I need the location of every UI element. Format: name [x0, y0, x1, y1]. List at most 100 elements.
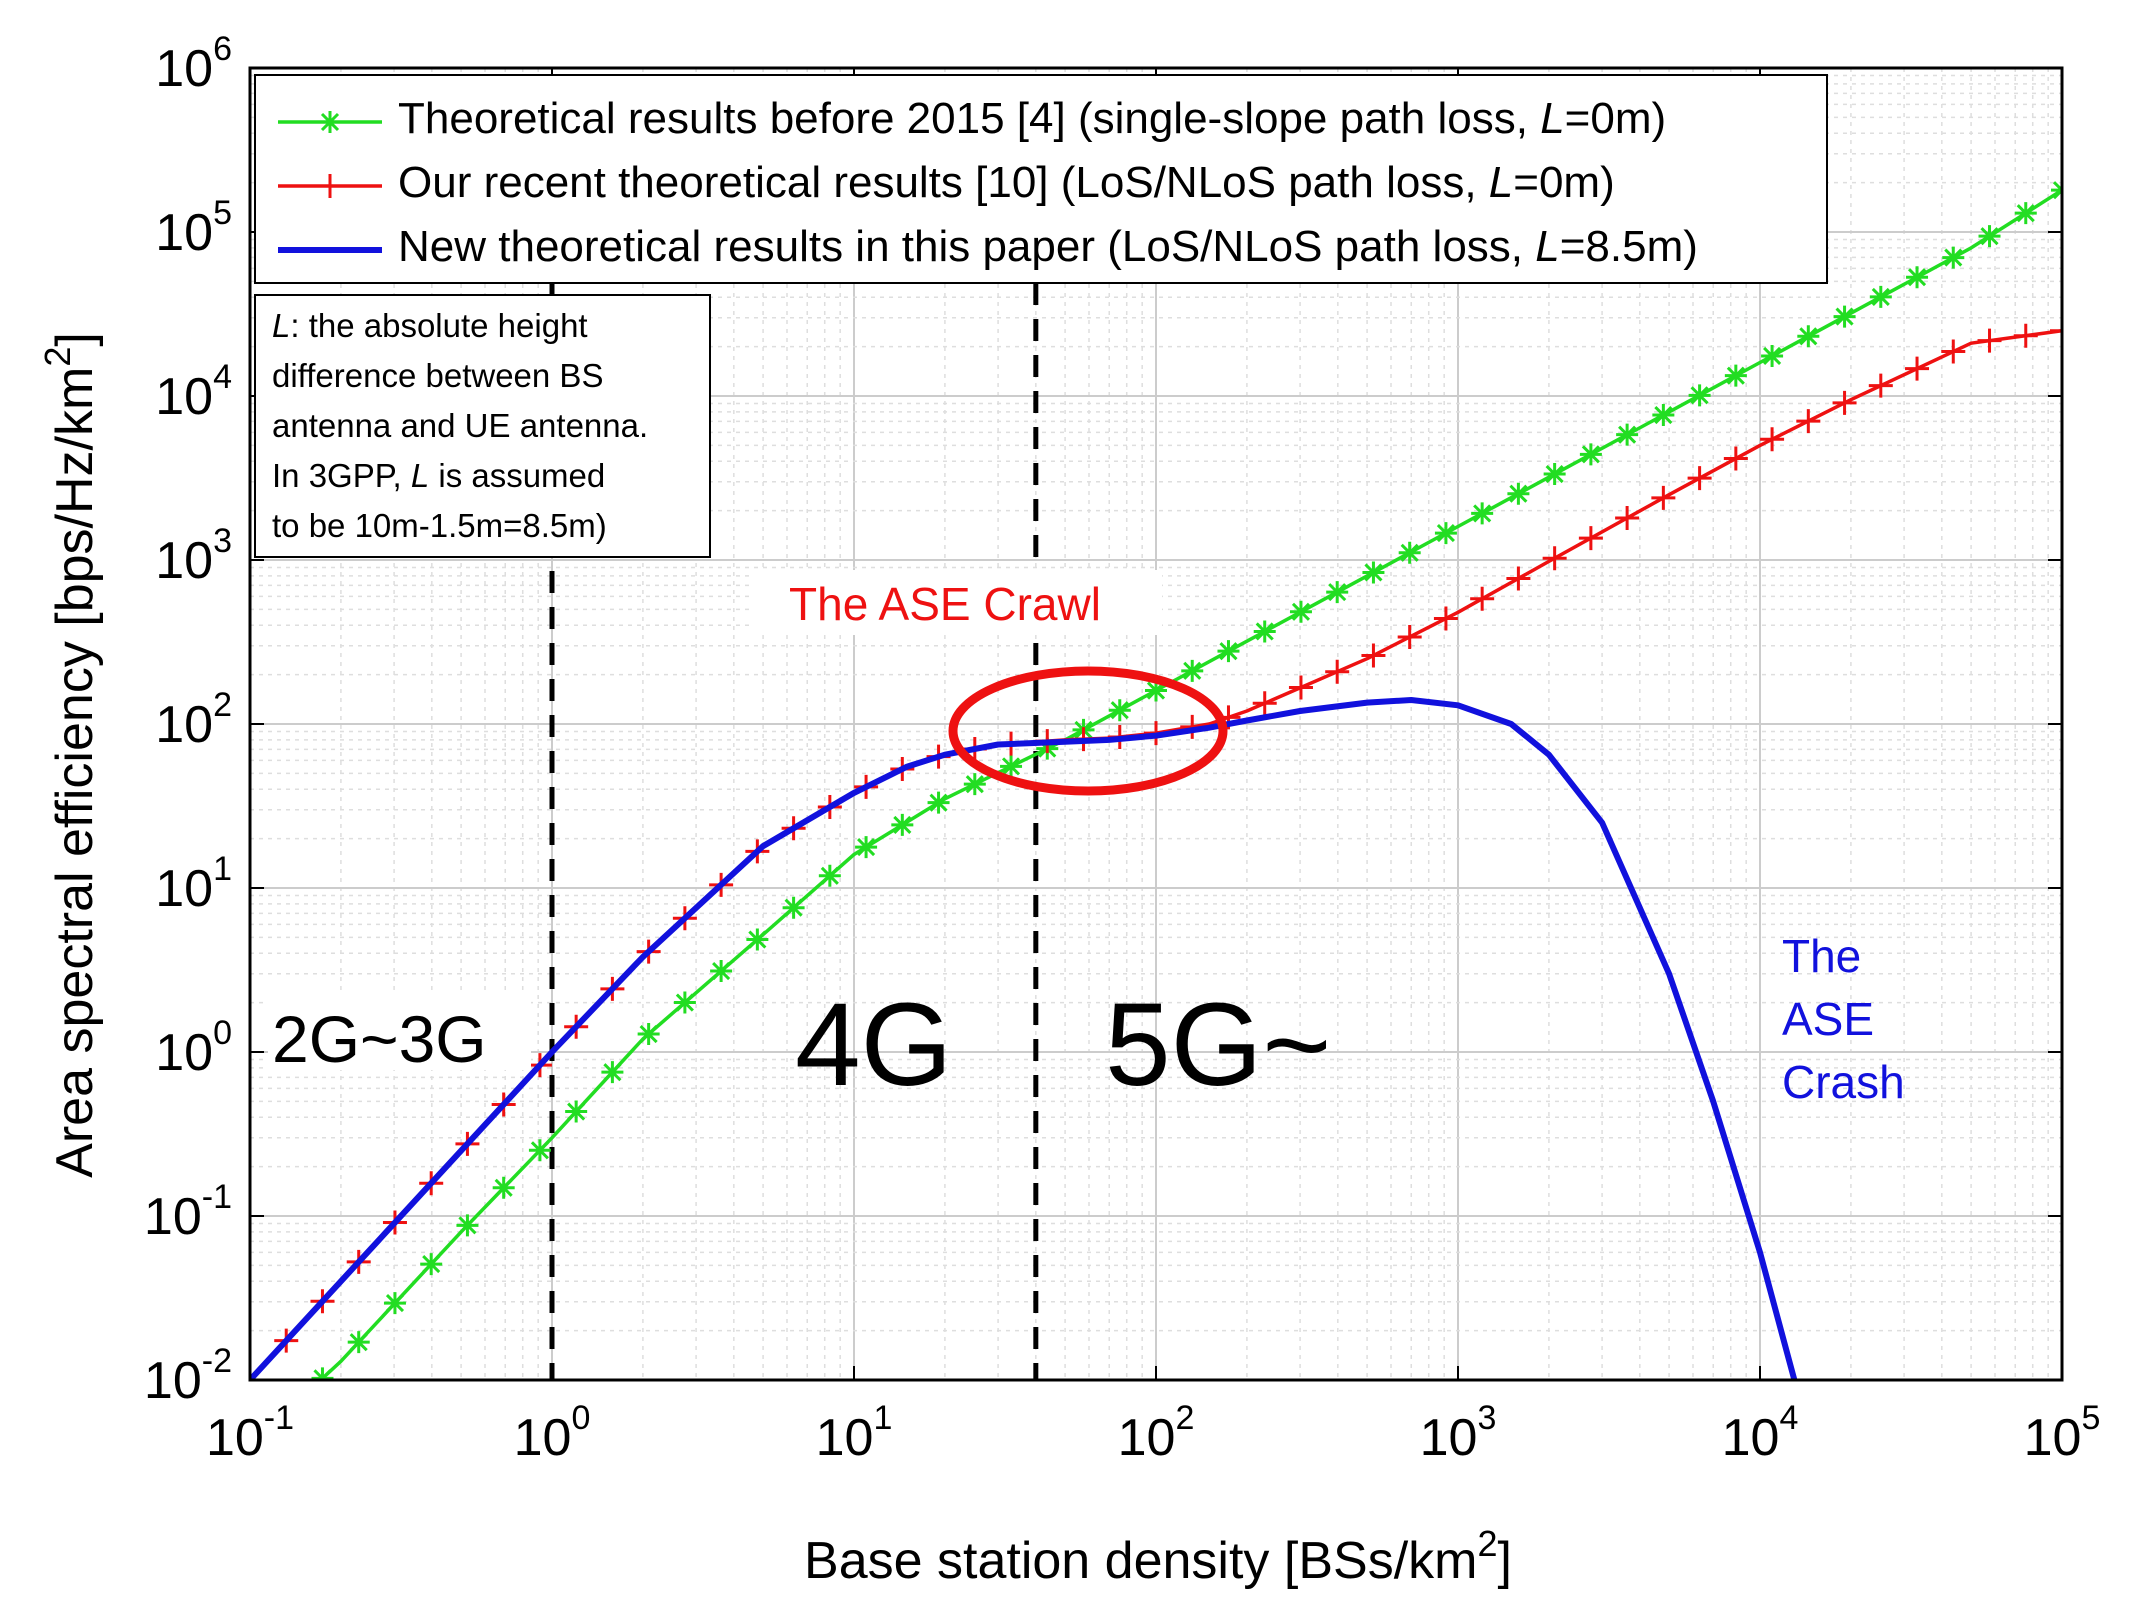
note-frame	[254, 294, 711, 558]
series-1-marker	[1797, 325, 1820, 348]
series-1-marker	[710, 960, 733, 983]
series-1-marker	[1833, 305, 1856, 328]
series-2-marker	[2013, 323, 2038, 348]
y-tick-label: 10-1	[144, 1178, 232, 1246]
note-line-4-italic: L	[411, 457, 429, 494]
ase-crash-label-line-2: ASE	[1782, 993, 1874, 1045]
y-tick-label: 101	[155, 850, 232, 918]
y-tick-exp: 2	[213, 686, 232, 724]
ase-crash-label-line-1: The	[1782, 930, 1861, 982]
series-1-marker	[420, 1253, 443, 1276]
x-tick-exp: 3	[1477, 1399, 1496, 1437]
x-tick-exp: 4	[1779, 1399, 1798, 1437]
series-1-marker	[782, 896, 805, 919]
x-tick-label: 100	[514, 1399, 591, 1467]
series-2-marker	[1288, 675, 1313, 700]
series-2-marker	[1723, 446, 1748, 471]
y-tick-exp: 1	[213, 850, 232, 888]
x-tick-label: 103	[1420, 1399, 1497, 1467]
series-1-marker	[383, 1292, 406, 1315]
series-2-marker	[1651, 485, 1676, 510]
note-line-1: L: the absolute height	[272, 307, 588, 344]
series-1-marker	[565, 1100, 588, 1123]
series-2-marker	[1977, 328, 2002, 353]
series-1-marker	[601, 1061, 624, 1084]
series-1-marker	[1362, 561, 1385, 584]
crawl-label-background	[752, 570, 1162, 635]
series-2-marker	[1506, 566, 1531, 591]
series-1-marker	[1326, 581, 1349, 604]
series-1-marker	[1942, 246, 1965, 269]
series-2-marker	[1542, 546, 1567, 571]
series-2-marker	[1325, 659, 1350, 684]
y-tick-base: 10	[155, 40, 213, 98]
y-tick-label: 102	[155, 686, 232, 754]
legend-entry-3-italic: L	[1535, 222, 1559, 271]
x-axis-label: Base station density [BSs/km2]	[804, 1523, 1512, 1590]
x-tick-base: 10	[514, 1409, 572, 1467]
series-1-marker	[1906, 266, 1929, 289]
gen-4g-label: 4G	[795, 979, 952, 1111]
y-tick-base: 10	[155, 368, 213, 426]
y-tick-base: 10	[155, 532, 213, 590]
note-line-4-suffix: is assumed	[429, 457, 605, 494]
ase-crawl-label: The ASE Crawl	[789, 578, 1101, 630]
series-1-marker	[1217, 640, 1240, 663]
series-1-marker	[1507, 482, 1530, 505]
y-tick-label: 100	[155, 1014, 232, 1082]
y-axis-label-end: ]	[46, 332, 104, 346]
x-tick-exp: 5	[2081, 1399, 2100, 1437]
series-3-line	[250, 697, 1798, 1380]
tick-labels: 10-1 100 101 102 103 104 10510-210-11001011021…	[144, 30, 2100, 1467]
series-1-marker	[1543, 463, 1566, 486]
x-tick-label: 102	[1118, 1399, 1195, 1467]
y-tick-base: 10	[144, 1352, 202, 1410]
legend-entry-2-suffix: =0m)	[1513, 158, 1614, 207]
series-2-marker	[1941, 339, 1966, 364]
series-1-marker	[1398, 541, 1421, 564]
series-2-marker	[1252, 691, 1277, 716]
x-tick-label: 101	[816, 1399, 893, 1467]
series-2-marker	[2050, 318, 2062, 343]
legend-entry-3: New theoretical results in this paper (L…	[398, 222, 1698, 271]
legend: Theoretical results before 2015 [4] (sin…	[254, 74, 1828, 284]
y-axis-label: Area spectral efficiency [bps/Hz/km2]	[37, 332, 104, 1178]
series-1-marker	[1434, 522, 1457, 545]
note-line-2: difference between BS	[272, 357, 603, 394]
series-1-marker	[1688, 384, 1711, 407]
series-2-marker	[1760, 427, 1785, 452]
legend-entry-3-suffix: =8.5m)	[1560, 222, 1698, 271]
series-1-marker	[963, 773, 986, 796]
y-tick-exp: 6	[213, 30, 232, 68]
legend-entry-1-suffix: =0m)	[1565, 94, 1666, 143]
series-2-marker	[1615, 506, 1640, 531]
legend-entry-2-prefix: Our recent theoretical results [10] (LoS…	[398, 158, 1489, 207]
series-2-marker	[1687, 466, 1712, 491]
series-2-marker	[1397, 624, 1422, 649]
x-tick-base: 10	[206, 1409, 264, 1467]
gen-2g3g-background	[268, 995, 531, 1070]
series-1-marker	[1145, 679, 1167, 702]
note-line-4: In 3GPP, L is assumed	[272, 457, 605, 494]
series-1-marker	[891, 813, 914, 836]
y-tick-exp: 5	[213, 194, 232, 232]
series-1-marker	[1724, 364, 1747, 387]
note-line-5: to be 10m-1.5m=8.5m)	[272, 507, 607, 544]
legend-swatches	[278, 111, 382, 253]
x-tick-exp: -1	[264, 1399, 294, 1437]
series-1-marker	[637, 1023, 660, 1046]
legend-box	[254, 74, 1828, 284]
series-2-marker	[1361, 643, 1386, 668]
y-axis-label-sup: 2	[37, 347, 78, 367]
legend-entry-1: Theoretical results before 2015 [4] (sin…	[398, 94, 1666, 143]
series-2-marker	[1470, 586, 1495, 611]
series-1-marker	[1253, 620, 1276, 643]
series-1-marker	[1978, 225, 2001, 248]
y-tick-exp: 0	[213, 1014, 232, 1052]
x-tick-label: 104	[1722, 1399, 1799, 1467]
note-line-1-rest: : the absolute height	[290, 307, 587, 344]
series-2-marker	[1796, 409, 1821, 434]
x-tick-base: 10	[816, 1409, 874, 1467]
note-line-1-italic: L	[272, 307, 290, 344]
